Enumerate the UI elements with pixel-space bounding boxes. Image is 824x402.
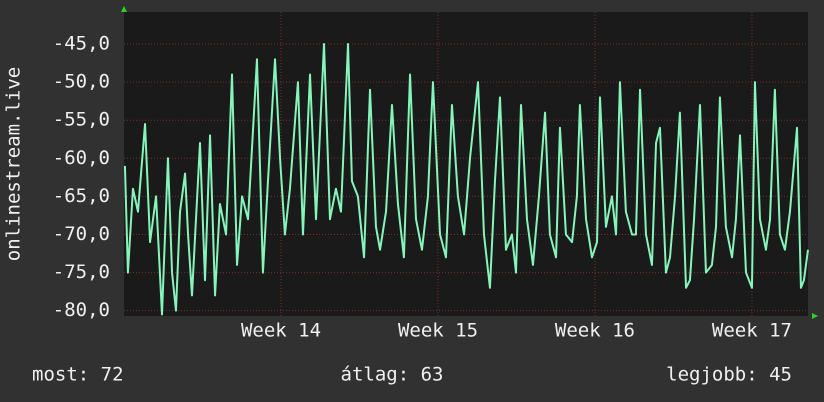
- y-tick-label: -65,0: [53, 185, 110, 207]
- y-tick-label: -70,0: [53, 223, 110, 245]
- footer-average: átlag: 63: [341, 364, 444, 386]
- footer-current: most: 72: [32, 364, 124, 386]
- y-tick-label: -60,0: [53, 147, 110, 169]
- x-tick-label: Week 15: [398, 320, 478, 342]
- y-tick-label: -75,0: [53, 261, 110, 283]
- y-tick-label: -55,0: [53, 109, 110, 131]
- y-tick-label: -45,0: [53, 33, 110, 55]
- plot-area: [124, 12, 808, 316]
- footer-best: legjobb: 45: [666, 364, 792, 386]
- x-tick-label: Week 14: [241, 320, 321, 342]
- y-tick-label: -50,0: [53, 71, 110, 93]
- axis-arrow: [121, 6, 127, 12]
- y-axis-label: onlinestream.live: [3, 67, 25, 261]
- data-line: [123, 43, 809, 316]
- axis-arrow: [812, 313, 818, 319]
- x-tick-label: Week 16: [555, 320, 635, 342]
- x-tick-label: Week 17: [712, 320, 792, 342]
- y-tick-label: -80,0: [53, 299, 110, 321]
